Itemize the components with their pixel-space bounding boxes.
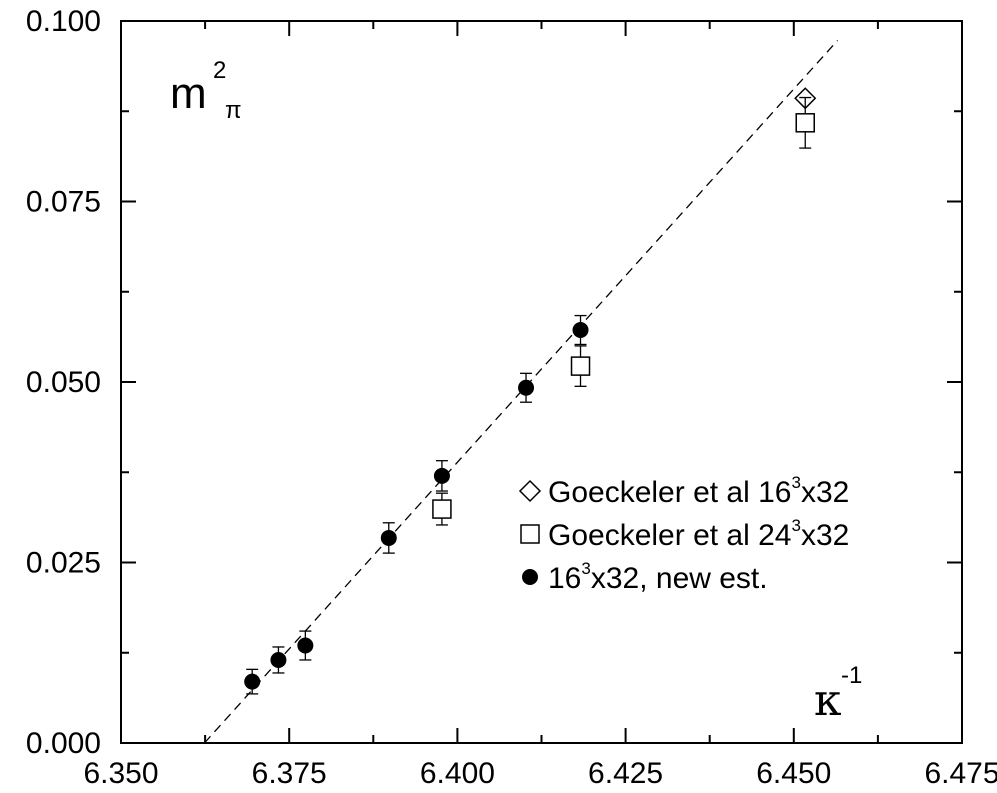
y-tick-label: 0.000 [26, 727, 101, 760]
y-axis-label-base: m [170, 69, 207, 118]
axis-ticks [120, 20, 963, 744]
legend-entry: Goeckeler et al 243x32 [548, 516, 849, 552]
data-point [244, 673, 261, 690]
x-axis-label-sup: -1 [841, 662, 862, 689]
legend: Goeckeler et al 163x32 Goeckeler et al 24… [518, 473, 849, 595]
x-tick-label: 6.475 [924, 757, 997, 790]
x-tick-label: 6.350 [83, 757, 158, 790]
x-tick-label: 6.450 [756, 757, 831, 790]
data-marks [244, 87, 817, 695]
x-tick-label: 6.375 [252, 757, 327, 790]
x-tick-label: 6.400 [420, 757, 495, 790]
legend-marker [520, 524, 540, 544]
y-tick-label: 0.025 [26, 547, 101, 580]
legend-marker [518, 479, 542, 503]
x-axis-label-base: κ [814, 675, 842, 726]
legend-marker [522, 569, 538, 585]
series-square-open [432, 96, 815, 526]
series-circle-filled [244, 314, 589, 695]
data-point [432, 499, 452, 519]
y-axis-label-sub: π [225, 97, 242, 124]
data-point [433, 467, 450, 484]
data-point [297, 637, 314, 654]
data-point [270, 651, 287, 668]
legend-entry: 163x32, new est. [548, 559, 768, 595]
data-point [572, 322, 589, 339]
data-point [570, 356, 591, 376]
legend-entry: Goeckeler et al 163x32 [548, 473, 849, 509]
y-axis-label-sup: 2 [213, 57, 226, 84]
y-tick-label: 0.050 [26, 366, 101, 399]
axis-tick-labels: 6.350 6.375 6.400 6.425 6.450 6.475 0.000 0.025… [26, 5, 997, 790]
y-axis-label: m 2 π [170, 57, 242, 124]
x-tick-label: 6.425 [588, 757, 663, 790]
y-tick-label: 0.100 [26, 5, 101, 38]
data-point [795, 113, 815, 133]
data-point [518, 379, 535, 396]
data-point [380, 529, 397, 546]
x-axis-label: κ -1 [814, 662, 862, 726]
y-tick-label: 0.075 [26, 186, 101, 219]
plot-frame [120, 20, 963, 744]
